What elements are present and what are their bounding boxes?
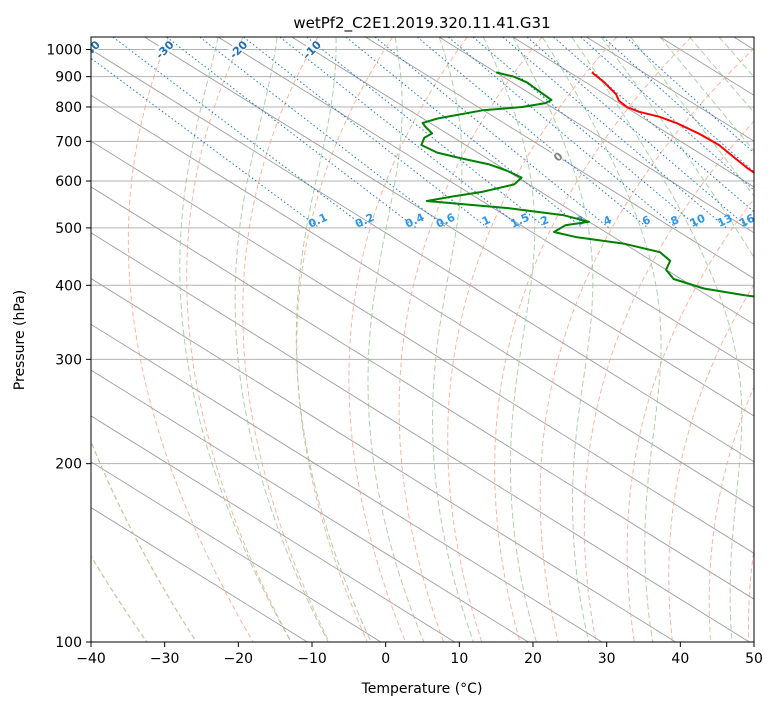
dry-adiabat	[186, 37, 292, 642]
moist-adiabat	[512, 37, 594, 642]
plot-frame	[90, 36, 755, 643]
y-tick-label: 100	[55, 635, 82, 651]
mixing-ratio-label: 16	[737, 211, 757, 229]
mixing-ratio-line	[306, 37, 547, 229]
y-tick-label: 900	[55, 70, 82, 86]
x-tick-label: 40	[671, 651, 689, 667]
dry-adiabat	[494, 37, 692, 642]
mixing-ratio-line	[580, 37, 754, 191]
mixing-ratio-line	[199, 37, 448, 229]
moist-adiabat	[482, 37, 537, 642]
mixing-ratio-line	[625, 37, 754, 154]
y-tick-label: 1000	[46, 43, 82, 59]
dewpoint-profile	[420, 71, 754, 298]
y-tick-label: 600	[55, 174, 82, 190]
moist-adiabats	[179, 37, 754, 642]
y-tick-label: 700	[55, 134, 82, 150]
isotherm-line	[91, 94, 754, 509]
moist-adiabat	[659, 37, 754, 152]
moist-adiabat	[367, 37, 425, 642]
isotherm-line	[91, 186, 754, 600]
sounding-profiles	[420, 71, 754, 298]
moist-adiabat	[179, 37, 292, 642]
x-tick-label: 50	[745, 651, 763, 667]
isotherm-line	[91, 507, 308, 642]
isotherm-line	[91, 140, 754, 554]
dry-adiabat	[583, 120, 754, 642]
y-tick-label: 200	[55, 457, 82, 473]
x-axis-ticks: −40 −30 −20 −10 0 10 20 30 40 50	[76, 642, 763, 667]
x-tick-label: 20	[524, 651, 542, 667]
isotherm-line	[91, 278, 676, 642]
x-tick-label: 30	[598, 651, 616, 667]
mixing-ratio-label: 10	[688, 211, 708, 229]
mixing-ratio-line	[602, 37, 754, 173]
isotherm-line	[91, 415, 455, 642]
isotherm-line	[217, 37, 754, 371]
chart-title: wetPf2_C2E1.2019.320.11.41.G31	[293, 14, 550, 33]
dry-adiabat	[539, 47, 754, 642]
y-tick-label: 500	[55, 221, 82, 237]
moist-adiabat	[689, 37, 754, 114]
mixing-ratio-line	[345, 37, 583, 229]
isotherm-line	[91, 323, 603, 642]
x-tick-label: 10	[450, 651, 468, 667]
dry-adiabat	[127, 37, 254, 642]
mixing-ratio-line	[374, 37, 610, 229]
isotherm-line	[144, 37, 754, 417]
x-tick-label: −30	[150, 651, 180, 667]
moist-adiabat	[600, 37, 754, 259]
moist-adiabat	[295, 37, 372, 642]
mixing-ratio-lines	[91, 37, 754, 229]
plot-area: -100-90-80-70-60-50-40-30-20-10010203040…	[91, 37, 757, 642]
isotherm-label-bg	[547, 146, 568, 166]
x-tick-label: 0	[381, 651, 390, 667]
y-tick-label: 300	[55, 352, 82, 368]
isotherm-line	[365, 37, 754, 280]
isotherm-line	[586, 37, 754, 142]
moist-adiabat	[541, 37, 662, 642]
mixing-ratio-line	[472, 37, 700, 229]
y-tick-label: 800	[55, 100, 82, 116]
isotherm-line	[91, 49, 754, 463]
mixing-ratio-line	[553, 37, 754, 213]
x-tick-label: −20	[224, 651, 254, 667]
mixing-ratio-line	[416, 37, 649, 229]
isotherm-label-bg	[227, 38, 248, 59]
y-tick-label: 400	[55, 278, 82, 294]
isotherm-line	[291, 37, 754, 325]
isotherm-line	[91, 369, 529, 642]
y-axis-label: Pressure (hPa)	[12, 290, 28, 390]
mixing-ratio-line	[166, 37, 417, 229]
x-tick-label: −40	[76, 651, 106, 667]
x-tick-label: −10	[297, 651, 327, 667]
moist-adiabat	[234, 37, 329, 642]
isotherm-label-bg	[301, 38, 322, 59]
dry-adiabat	[398, 37, 543, 642]
isotherm-label-bg	[154, 38, 174, 59]
isotherm-line	[512, 37, 754, 188]
moist-adiabat	[432, 37, 474, 642]
isotherm-line	[91, 232, 750, 642]
isotherm-label-bg	[91, 38, 101, 59]
x-axis-label: Temperature (°C)	[361, 681, 483, 697]
isotherm-line	[438, 37, 754, 234]
mixing-ratio-label: 13	[715, 212, 734, 230]
isotherms	[91, 37, 754, 642]
isotherm-line	[91, 461, 382, 642]
mixing-ratio-line	[112, 37, 367, 229]
y-axis-ticks: 100 200 300 400 500 600 700 800 900 1000	[46, 43, 91, 651]
temperature-profile	[591, 71, 754, 174]
mixing-ratio-line	[447, 37, 677, 229]
dry-adiabat	[348, 37, 468, 642]
